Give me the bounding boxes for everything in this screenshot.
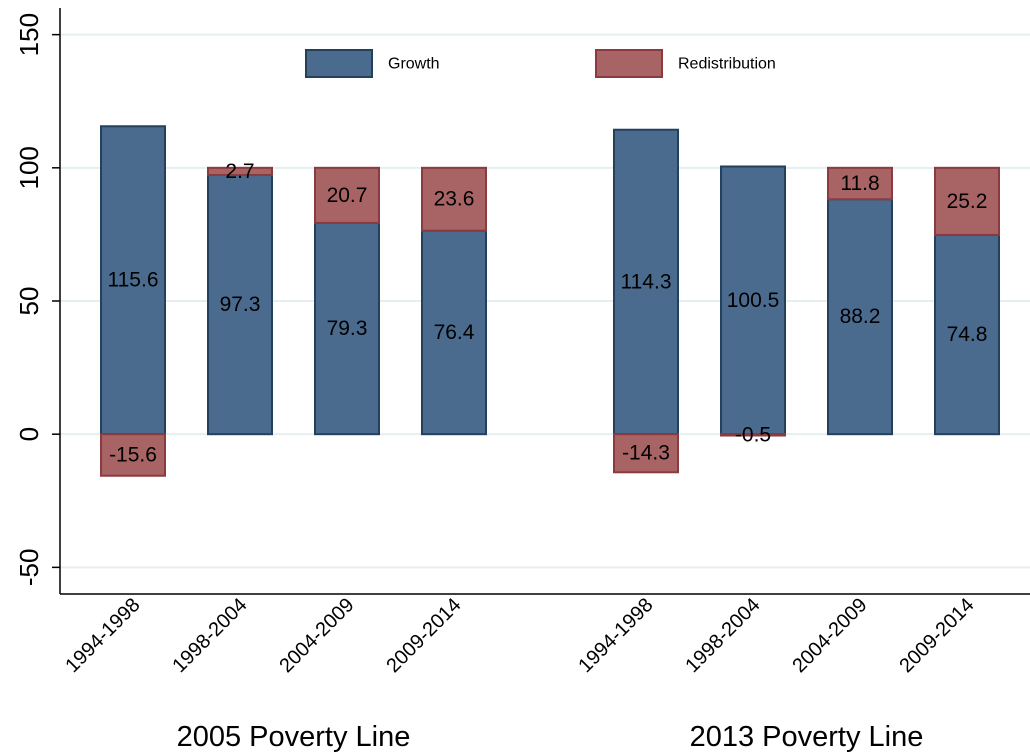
data-label: 25.2 xyxy=(947,190,988,213)
x-tick-label: 1998-2004 xyxy=(681,594,764,677)
data-label: 74.8 xyxy=(947,323,988,346)
bar-redistribution xyxy=(421,166,487,232)
bar-growth xyxy=(421,229,487,436)
x-category-labels: 1994-1998 1998-2004 2004-2009 2009-2014 1994… xyxy=(61,594,978,677)
group-labels: 2005 Poverty Line 2013 Poverty Line xyxy=(177,721,924,753)
data-label: 114.3 xyxy=(621,270,672,293)
bar-redistribution xyxy=(100,433,166,477)
data-label: 88.2 xyxy=(840,305,881,328)
data-label: 97.3 xyxy=(220,293,261,316)
y-ticks: -50 0 50 100 150 xyxy=(14,13,60,586)
y-tick-label: 100 xyxy=(14,146,44,189)
data-label: -15.6 xyxy=(109,443,157,466)
legend-label: Redistribution xyxy=(678,56,776,73)
data-label: 20.7 xyxy=(327,184,368,207)
x-tick-label: 1994-1998 xyxy=(61,594,144,677)
group-label: 2005 Poverty Line xyxy=(177,721,411,753)
data-label: 76.4 xyxy=(434,321,475,344)
data-label: 23.6 xyxy=(434,188,475,211)
bar-growth xyxy=(827,198,893,436)
data-label: -0.5 xyxy=(735,423,771,446)
value-labels: 115.6 -15.6 97.3 2.7 79.3 20.7 76.4 23.6 114.3 -1… xyxy=(108,160,988,467)
bar-growth xyxy=(314,221,380,436)
x-tick-label: 1994-1998 xyxy=(574,594,657,677)
y-tick-label: -50 xyxy=(14,549,44,587)
y-tick-label: 150 xyxy=(14,13,44,56)
bar-redistribution xyxy=(613,433,679,474)
bar-redistribution xyxy=(720,433,786,437)
bar-redistribution xyxy=(207,166,273,177)
bar-redistribution xyxy=(934,166,1000,236)
data-label: -14.3 xyxy=(622,442,670,465)
bar-growth xyxy=(100,125,166,436)
data-label: 11.8 xyxy=(840,172,879,195)
x-tick-label: 2004-2009 xyxy=(275,594,358,677)
y-tick-label: 50 xyxy=(14,287,44,316)
x-tick-label: 2004-2009 xyxy=(788,594,871,677)
data-label: 100.5 xyxy=(727,289,780,312)
legend-swatch-growth xyxy=(305,49,373,78)
x-tick-label: 2009-2014 xyxy=(895,594,978,677)
y-tick-label: 0 xyxy=(14,427,44,441)
bar-redistribution xyxy=(314,166,380,224)
legend: Growth Redistribution xyxy=(305,49,776,78)
data-label: 2.7 xyxy=(225,160,254,183)
x-tick-label: 2009-2014 xyxy=(382,594,465,677)
data-label: 79.3 xyxy=(327,317,368,340)
data-label: 115.6 xyxy=(108,269,159,292)
bar-growth xyxy=(720,165,786,436)
group-label: 2013 Poverty Line xyxy=(690,721,924,753)
x-tick-label: 1998-2004 xyxy=(168,594,251,677)
legend-label: Growth xyxy=(388,56,440,73)
legend-swatch-redistribution xyxy=(595,49,663,78)
bars xyxy=(100,125,1000,477)
bar-redistribution xyxy=(827,166,893,201)
bar-growth xyxy=(613,128,679,436)
